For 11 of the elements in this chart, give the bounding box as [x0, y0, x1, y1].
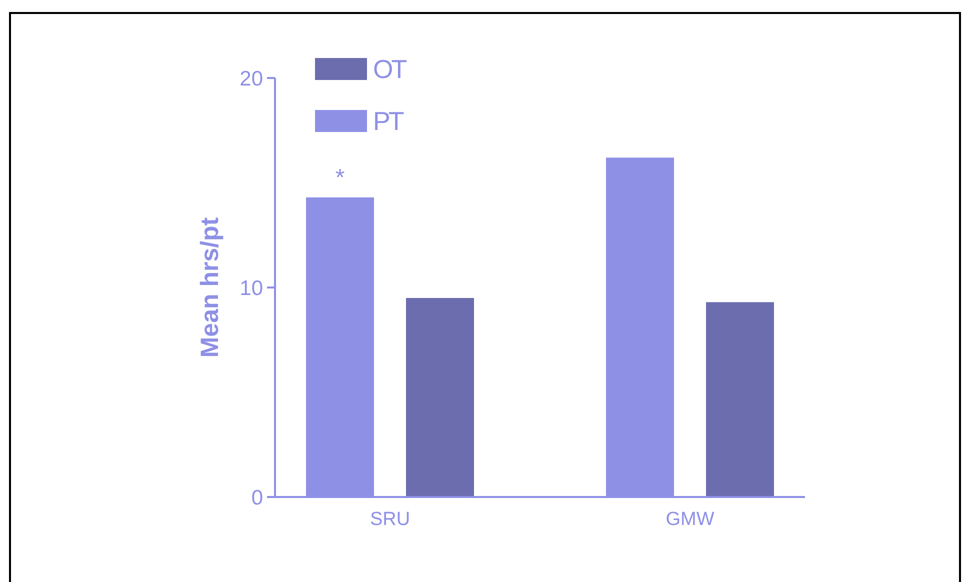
y-tick-label: 0	[251, 486, 263, 510]
legend-label: PT	[373, 106, 404, 136]
legend-label: OT	[373, 54, 408, 84]
bar	[706, 302, 774, 497]
bar	[406, 298, 474, 497]
x-tick-label: GMW	[666, 509, 714, 530]
x-tick-label: SRU	[370, 509, 410, 530]
y-axis-title: Mean hrs/pt	[196, 216, 224, 358]
annotation: *	[335, 164, 345, 192]
y-tick-label: 10	[240, 276, 263, 300]
y-tick-label: 20	[240, 67, 263, 90]
